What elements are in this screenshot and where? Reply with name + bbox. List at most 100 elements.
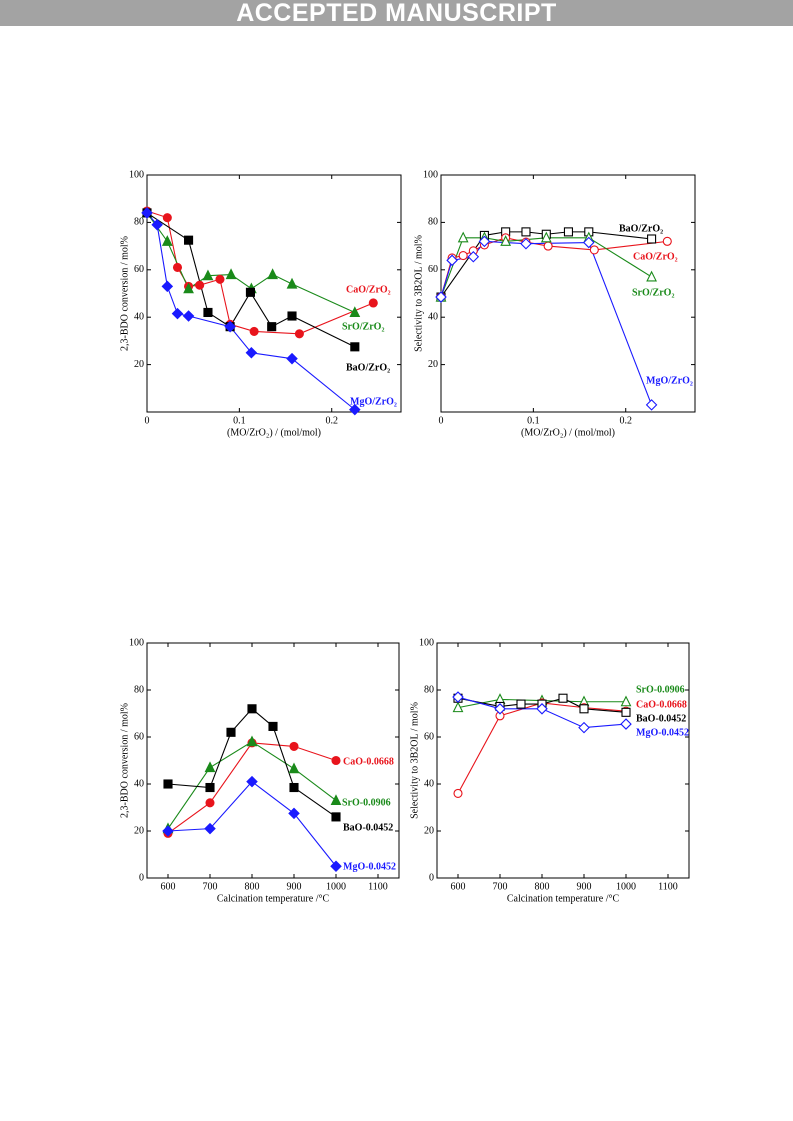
series-label: CaO/ZrO₂ bbox=[633, 251, 678, 262]
series-line bbox=[167, 780, 337, 867]
x-tick-label: 600 bbox=[451, 881, 466, 892]
data-point bbox=[289, 741, 299, 751]
y-axis-label: 2,3-BDO conversion / mol% bbox=[119, 703, 130, 818]
data-point bbox=[520, 237, 532, 250]
y-axis-label: 2,3-BDO conversion / mol% bbox=[119, 236, 130, 351]
x-axis-label: (MO/ZrO₂) / (mol/mol) bbox=[521, 427, 615, 438]
data-point bbox=[267, 268, 279, 280]
series-label: CaO/ZrO₂ bbox=[346, 284, 391, 295]
y-tick-label: 20 bbox=[134, 359, 144, 370]
data-point bbox=[204, 761, 216, 773]
series-label: BaO/ZrO₂ bbox=[346, 362, 390, 373]
y-tick-label: 20 bbox=[424, 825, 434, 836]
data-point bbox=[161, 235, 173, 246]
y-tick-label: 80 bbox=[424, 684, 434, 695]
data-point bbox=[331, 755, 341, 766]
x-tick-label: 1100 bbox=[658, 881, 678, 892]
data-point bbox=[494, 703, 506, 715]
data-point bbox=[204, 822, 216, 835]
data-point bbox=[583, 236, 595, 249]
data-point bbox=[540, 231, 552, 243]
y-tick-label: 0 bbox=[139, 872, 144, 883]
series-label: CaO-0.0668 bbox=[636, 699, 687, 710]
data-point bbox=[162, 213, 172, 223]
y-tick-label: 0 bbox=[429, 872, 434, 883]
header-banner: ACCEPTED MANUSCRIPT bbox=[0, 0, 793, 27]
data-point bbox=[349, 403, 361, 416]
y-tick-label: 60 bbox=[134, 264, 144, 275]
data-point bbox=[245, 287, 255, 297]
series-label: MgO/ZrO₂ bbox=[646, 375, 693, 386]
data-point bbox=[543, 241, 553, 251]
series-label: SrO/ZrO₂ bbox=[632, 287, 674, 298]
series-label: BaO-0.0452 bbox=[343, 822, 393, 833]
data-point bbox=[215, 274, 225, 284]
y-tick-label: 40 bbox=[134, 311, 144, 322]
series-label: SrO-0.0906 bbox=[636, 684, 685, 695]
data-point bbox=[452, 701, 464, 713]
data-point bbox=[246, 735, 258, 747]
series-label: SrO/ZrO₂ bbox=[342, 321, 384, 332]
data-point bbox=[268, 721, 278, 731]
x-tick-label: 800 bbox=[535, 881, 550, 892]
data-point bbox=[183, 282, 194, 294]
x-tick-label: 800 bbox=[245, 881, 260, 892]
x-tick-label: 1000 bbox=[326, 881, 346, 892]
data-point bbox=[205, 798, 215, 808]
data-point bbox=[202, 269, 214, 281]
data-point bbox=[161, 280, 174, 293]
series-line bbox=[440, 240, 653, 406]
x-tick-label: 900 bbox=[577, 881, 592, 892]
data-point bbox=[205, 782, 215, 793]
data-point bbox=[368, 298, 378, 308]
data-point bbox=[141, 207, 153, 219]
data-point bbox=[500, 235, 512, 246]
data-point bbox=[478, 235, 491, 248]
data-point bbox=[457, 231, 469, 243]
data-point bbox=[245, 346, 258, 359]
series-line bbox=[146, 212, 356, 348]
data-point bbox=[288, 807, 300, 820]
y-tick-label: 100 bbox=[129, 169, 144, 180]
y-tick-label: 40 bbox=[134, 778, 144, 789]
data-point bbox=[286, 352, 298, 365]
plot-frame bbox=[146, 642, 400, 879]
series-line bbox=[440, 237, 668, 298]
data-point bbox=[579, 704, 589, 714]
x-tick-label: 600 bbox=[161, 881, 176, 892]
y-tick-label: 100 bbox=[423, 169, 438, 180]
data-point bbox=[621, 707, 631, 717]
data-point bbox=[467, 250, 480, 263]
data-point bbox=[247, 704, 257, 714]
series-line bbox=[146, 210, 374, 335]
data-point bbox=[589, 245, 599, 255]
data-point bbox=[195, 280, 205, 290]
data-point bbox=[224, 320, 236, 333]
data-point bbox=[453, 788, 463, 798]
series-label: MgO-0.0452 bbox=[636, 727, 689, 738]
data-point bbox=[203, 307, 213, 318]
data-point bbox=[246, 775, 258, 788]
data-point bbox=[645, 399, 658, 411]
y-tick-label: 60 bbox=[428, 264, 438, 275]
series-label: BaO-0.0452 bbox=[636, 713, 686, 724]
data-point bbox=[349, 306, 361, 318]
series-label: SrO-0.0906 bbox=[342, 797, 391, 808]
data-point bbox=[162, 825, 174, 837]
data-point bbox=[662, 236, 672, 246]
series-line bbox=[146, 212, 356, 313]
data-point bbox=[171, 307, 184, 320]
data-point bbox=[516, 699, 526, 709]
data-point bbox=[452, 691, 464, 703]
y-tick-label: 80 bbox=[428, 217, 438, 228]
x-tick-label: 1000 bbox=[616, 881, 636, 892]
data-point bbox=[446, 254, 458, 267]
data-point bbox=[578, 721, 590, 734]
data-point bbox=[331, 812, 341, 822]
series-label: CaO-0.0668 bbox=[343, 756, 394, 767]
x-tick-label: 0.1 bbox=[527, 415, 540, 426]
y-tick-label: 40 bbox=[424, 778, 434, 789]
series-label: BaO/ZrO₂ bbox=[619, 223, 663, 234]
data-point bbox=[182, 310, 195, 322]
